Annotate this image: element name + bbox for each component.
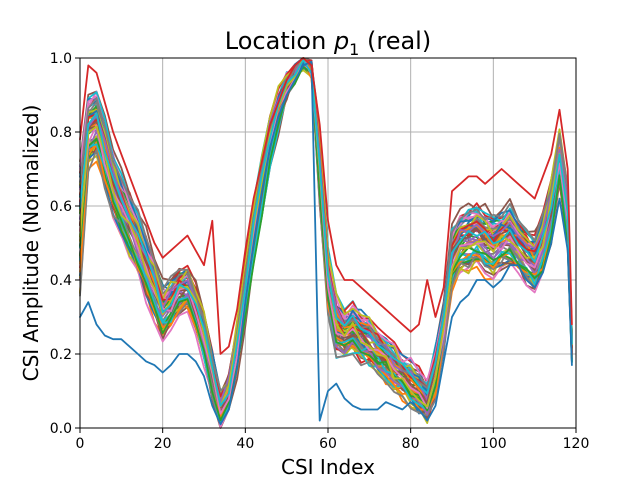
- series-line-low: [79, 60, 573, 426]
- title-subscript: 1: [349, 40, 359, 59]
- series-line: [79, 65, 573, 422]
- x-axis-ticks: 0 20 40 60 80 100 120: [76, 428, 590, 452]
- title-prefix: Location: [225, 27, 334, 55]
- y-tick-label: 0.8: [50, 125, 72, 141]
- x-tick-label: 20: [154, 436, 172, 452]
- x-tick-label: 80: [402, 436, 420, 452]
- series-line: [79, 59, 573, 407]
- title-suffix: (real): [359, 27, 431, 55]
- y-tick-label: 0.4: [50, 273, 72, 289]
- title-variable: p: [333, 27, 349, 55]
- x-tick-label: 120: [563, 436, 590, 452]
- y-tick-label: 0.0: [50, 421, 72, 437]
- chart-title: Location p1 (real): [225, 27, 431, 59]
- y-tick-label: 0.6: [50, 199, 72, 215]
- x-tick-label: 40: [236, 436, 254, 452]
- y-tick-label: 0.2: [50, 347, 72, 363]
- series-line-high: [79, 57, 573, 355]
- series-line: [79, 64, 573, 418]
- series-group: [79, 57, 573, 429]
- x-axis-label: CSI Index: [281, 455, 375, 479]
- x-tick-label: 60: [319, 436, 337, 452]
- x-tick-label: 100: [480, 436, 507, 452]
- y-axis-label: CSI Amplitude (Normalized): [19, 105, 43, 382]
- x-tick-label: 0: [76, 436, 85, 452]
- y-tick-label: 1.0: [50, 51, 72, 67]
- y-axis-ticks: 0.0 0.2 0.4 0.6 0.8 1.0: [50, 51, 80, 437]
